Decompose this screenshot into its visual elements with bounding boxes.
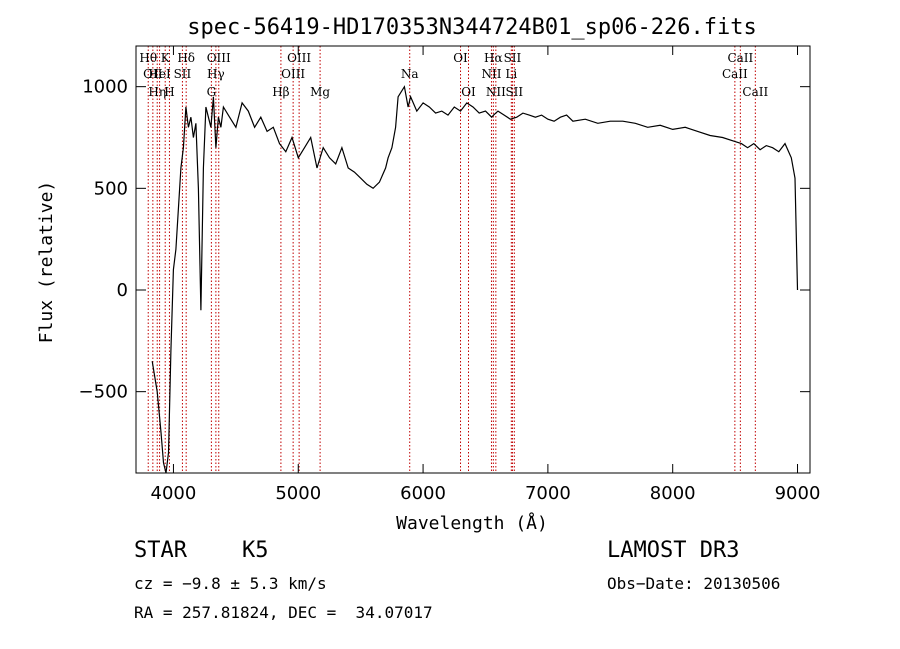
x-axis-label: Wavelength (Å) [396,512,548,534]
coordinates: RA = 257.81824, DEC = 34.07017 [134,603,433,622]
line-marker-label: OI [461,85,476,99]
line-marker-label: OIII [281,67,305,81]
line-marker-label: H [164,85,174,99]
line-marker-label: CaII [722,67,748,81]
line-marker-labels: HθOIIHηHeIKHSIIHδGHγOIIIHβOIIIOIIIMgNaOI… [139,51,768,99]
line-marker-label: Hγ [207,67,225,81]
line-marker-label: Hα [484,51,503,65]
line-marker-label: Hθ [139,51,157,65]
line-marker-label: K [161,51,171,65]
x-tick-label: 7000 [525,483,571,504]
line-marker-label: OIII [287,51,311,65]
line-marker-label: HeI [148,67,171,81]
line-marker-label: SII [504,51,522,65]
line-marker-label: Hβ [272,85,289,99]
x-tick-label: 5000 [275,483,321,504]
redshift-value: cz = −9.8 ± 5.3 km/s [134,574,327,593]
y-tick-label: 500 [94,178,128,199]
x-tick-label: 9000 [775,483,821,504]
line-marker-label: SII [505,85,523,99]
plot-frame [135,45,811,474]
x-tick-label: 8000 [650,483,696,504]
y-axis-label: Flux (relative) [36,181,57,344]
y-axis-ticks: −500 0 500 1000 [79,77,810,403]
line-marker-label: Li [505,67,517,81]
line-marker-label: OIII [207,51,231,65]
line-marker-label: CaII [727,51,753,65]
line-marker-label: CaII [742,85,768,99]
x-tick-label: 4000 [151,483,197,504]
chart-title: spec-56419-HD170353N344724B01_sp06-226.f… [187,15,757,40]
line-marker-label: SII [174,67,192,81]
x-tick-label: 6000 [400,483,446,504]
line-marker-label: NII [486,85,506,99]
line-markers [147,46,756,473]
subclass: K5 [242,538,269,563]
object-class: STAR [134,538,187,563]
survey-name: LAMOST DR3 [607,538,740,563]
line-marker-label: Na [401,67,419,81]
line-marker-label: NII [481,67,501,81]
obs-date: Obs−Date: 20130506 [607,574,781,593]
line-marker-label: Hη [148,85,166,99]
line-marker-label: G [207,85,217,99]
line-marker-label: Mg [310,85,330,99]
spectrum-line [151,85,799,474]
y-tick-label: 0 [117,280,128,301]
line-marker-label: OI [453,51,468,65]
line-marker-label: OII [143,67,163,81]
y-tick-label: −500 [79,382,128,403]
x-axis-ticks: 4000 5000 6000 7000 8000 9000 [151,46,821,504]
y-tick-label: 1000 [82,77,128,98]
line-marker-label: Hδ [177,51,195,65]
